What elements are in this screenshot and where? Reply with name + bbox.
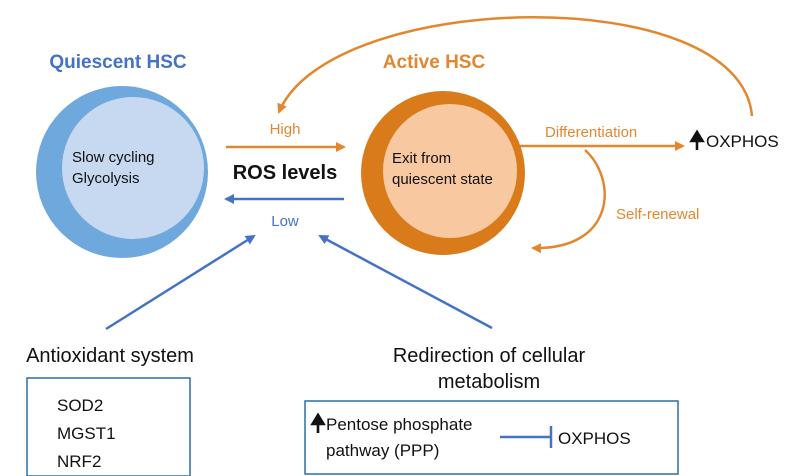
self-renewal-arrow xyxy=(531,149,606,254)
redirection-arrow xyxy=(318,234,493,330)
ppp-line2: pathway (PPP) xyxy=(326,441,439,460)
antioxidant-item: NRF2 xyxy=(57,452,101,471)
ros-levels-label: ROS levels xyxy=(233,162,338,184)
redirection-title-line2: metabolism xyxy=(438,371,540,393)
active-line2: quiescent state xyxy=(392,171,493,188)
active-cell-inner xyxy=(383,104,517,238)
self-renewal-label: Self-renewal xyxy=(616,206,699,223)
active-title: Active HSC xyxy=(383,52,486,73)
ros-low-label: Low xyxy=(271,213,299,230)
antioxidant-box xyxy=(26,377,191,476)
redirection-title-line1: Redirection of cellular xyxy=(393,345,586,367)
up-arrow-icon xyxy=(689,129,705,150)
differentiation-label: Differentiation xyxy=(545,124,637,141)
quiescent-cell xyxy=(36,86,208,258)
oxphos-top: OXPHOS xyxy=(706,132,779,151)
antioxidant-title: Antioxidant system xyxy=(26,345,194,367)
active-cell xyxy=(361,91,525,255)
ppp-line1: Pentose phosphate xyxy=(326,415,473,434)
oxphos-bottom: OXPHOS xyxy=(558,429,631,448)
antioxidant-item: SOD2 xyxy=(57,396,103,415)
active-line1: Exit from xyxy=(392,150,451,167)
quiescent-cell-inner xyxy=(62,97,204,239)
ros-high-label: High xyxy=(270,121,301,138)
antioxidant-arrow xyxy=(105,234,256,331)
antioxidant-item: MGST1 xyxy=(57,424,116,443)
quiescent-title: Quiescent HSC xyxy=(49,52,187,73)
ppp-box xyxy=(304,400,679,475)
up-arrow-icon xyxy=(310,412,326,433)
feedback-arrow xyxy=(277,16,754,117)
quiescent-line1: Slow cycling xyxy=(72,149,155,166)
quiescent-line2: Glycolysis xyxy=(72,170,140,187)
